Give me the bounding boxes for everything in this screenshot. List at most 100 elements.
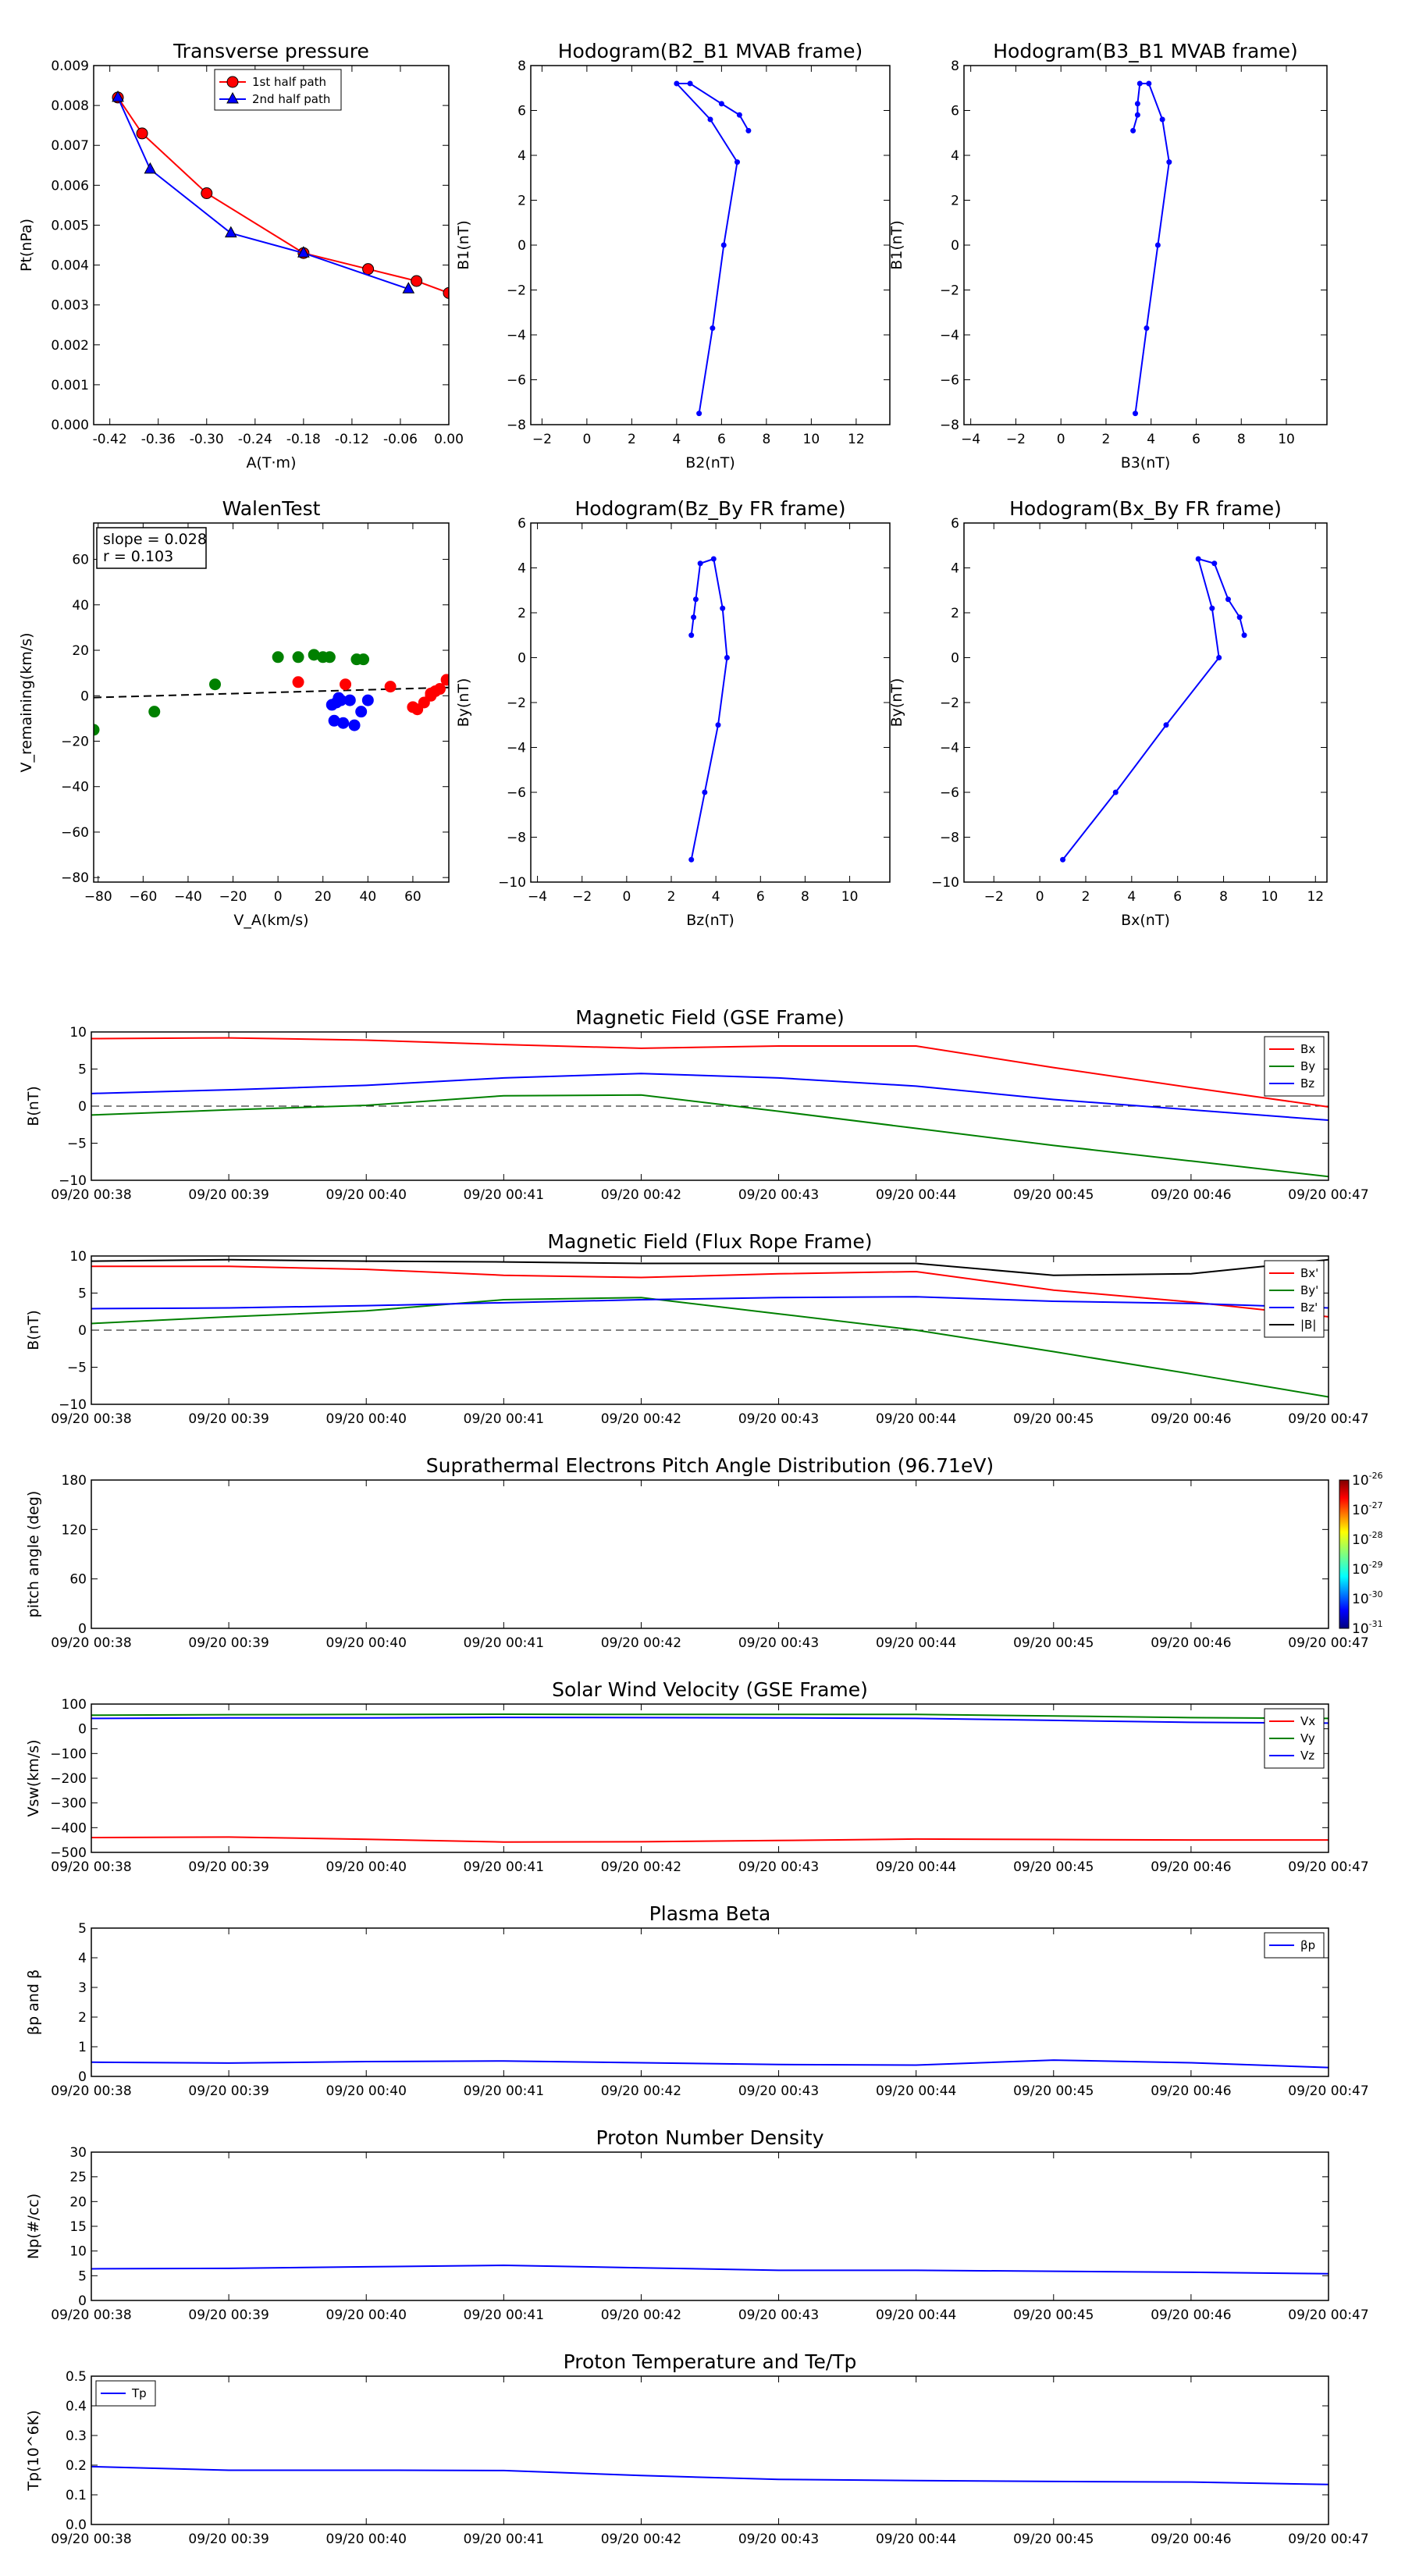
y-tick-label: 6 (518, 516, 526, 532)
time-tick-label: 09/20 00:47 (1288, 1859, 1368, 1875)
time-tick-label: 09/20 00:40 (326, 2083, 407, 2099)
time-tick-label: 09/20 00:39 (188, 1635, 269, 1651)
data-point (724, 655, 730, 660)
x-tick-label: 10 (1261, 889, 1279, 905)
time-tick-label: 09/20 00:42 (601, 2532, 681, 2547)
x-tick-label: 2 (1082, 889, 1090, 905)
axes-frame (530, 65, 891, 425)
colorbar-base: 10 (1352, 1532, 1369, 1548)
y-tick-label: 0 (951, 651, 959, 667)
time-tick-label: 09/20 00:47 (1288, 1635, 1368, 1651)
data-point (136, 127, 148, 140)
y-tick-label: −4 (507, 741, 526, 756)
y-tick-label: 0 (78, 2293, 87, 2309)
y-tick-label: −400 (50, 1820, 87, 1836)
time-tick-label: 09/20 00:44 (876, 1859, 956, 1875)
colorbar-label: 10-27 (1352, 1500, 1383, 1518)
time-tick-label: 09/20 00:44 (876, 2532, 956, 2547)
data-point (1130, 127, 1136, 133)
legend-marker (226, 76, 239, 88)
time-tick-label: 09/20 00:41 (464, 1187, 544, 1203)
chart-title: Proton Temperature and Te/Tp (564, 2350, 857, 2373)
plot-area (91, 1713, 1329, 1843)
x-axis-label: Bz(nT) (686, 912, 734, 929)
data-point (1216, 655, 1222, 660)
x-tick-label: −4 (528, 889, 547, 905)
y-tick-label: −6 (507, 373, 526, 389)
x-tick-label: 2 (1102, 432, 1111, 447)
data-point (688, 856, 695, 863)
axes-frame (963, 522, 1328, 883)
time-tick-label: 09/20 00:46 (1151, 1187, 1231, 1203)
series-line (91, 1297, 1329, 1398)
series-line (91, 1094, 1329, 1178)
x-axis-label: Bx(nT) (1121, 912, 1170, 929)
data-point (144, 162, 157, 174)
colorbar-exponent: -29 (1369, 1560, 1383, 1570)
y-axis-label: V_remaining(km/s) (18, 632, 35, 772)
data-point (440, 674, 449, 686)
y-tick-label: 0.003 (51, 298, 89, 314)
colorbar-exponent: -26 (1369, 1471, 1383, 1481)
plot-area (91, 2265, 1329, 2275)
series-line (1062, 557, 1246, 860)
time-tick-label: 09/20 00:44 (876, 1635, 956, 1651)
x-tick-label: -0.36 (141, 432, 176, 447)
colorbar-exponent: -27 (1369, 1500, 1383, 1510)
legend-label: Bz' (1300, 1300, 1318, 1315)
y-tick-label: 0.000 (51, 418, 89, 433)
series-line (91, 1265, 1329, 1318)
x-tick-label: -0.24 (238, 432, 272, 447)
x-tick-label: 6 (1192, 432, 1200, 447)
time-tick-label: 09/20 00:44 (876, 1411, 956, 1427)
time-tick-label: 09/20 00:38 (51, 1635, 131, 1651)
x-tick-label: 0 (622, 889, 631, 905)
time-tick-label: 09/20 00:38 (51, 1187, 131, 1203)
y-tick-label: −300 (50, 1796, 87, 1812)
legend-marker (226, 91, 239, 104)
time-tick-label: 09/20 00:42 (601, 1411, 681, 1427)
data-point (348, 719, 361, 731)
legend-label: |B| (1300, 1318, 1316, 1332)
axes-frame (91, 1255, 1329, 1405)
data-point (201, 187, 213, 200)
y-tick-label: 6 (951, 516, 959, 532)
y-tick-label: −200 (50, 1771, 87, 1787)
chart-title: WalenTest (222, 497, 321, 520)
y-tick-label: 0.3 (66, 2428, 87, 2444)
data-point (94, 724, 100, 736)
time-tick-label: 09/20 00:44 (876, 1187, 956, 1203)
legend-label: 2nd half path (252, 92, 330, 106)
plot-area (688, 556, 730, 863)
y-tick-label: 2 (951, 194, 959, 209)
chart-title: Suprathermal Electrons Pitch Angle Distr… (426, 1454, 994, 1477)
x-tick-label: 8 (1237, 432, 1246, 447)
y-tick-label: 1 (78, 2040, 87, 2055)
mag-fr-panel: Magnetic Field (Flux Rope Frame) −10 −5 0 5 1… (25, 1230, 1369, 1427)
y-tick-label: −500 (50, 1845, 87, 1861)
series-line (690, 557, 728, 860)
y-tick-label: −2 (507, 283, 526, 299)
time-tick-label: 09/20 00:46 (1151, 1411, 1231, 1427)
time-tick-label: 09/20 00:38 (51, 1411, 131, 1427)
colorbar-base: 10 (1352, 1503, 1369, 1518)
y-tick-label: −10 (59, 1397, 87, 1413)
y-tick-label: −20 (61, 734, 89, 749)
x-axis-label: A(T·m) (247, 454, 297, 471)
x-axis-label: B3(nT) (1121, 454, 1171, 471)
axes-frame (91, 2375, 1329, 2525)
data-point (688, 632, 695, 639)
plot-area (91, 1037, 1329, 1178)
time-tick-label: 09/20 00:40 (326, 2532, 407, 2547)
legend-label: Vx (1300, 1714, 1315, 1728)
data-point (1163, 722, 1169, 728)
time-tick-label: 09/20 00:44 (876, 2083, 956, 2099)
y-tick-label: 4 (518, 148, 526, 164)
y-tick-label: −2 (507, 696, 526, 711)
data-point (1154, 242, 1161, 248)
x-tick-label: -0.30 (190, 432, 224, 447)
y-tick-label: 4 (518, 561, 526, 577)
proton-temp-panel: Proton Temperature and Te/Tp 0.0 0.1 0.2 0.3… (25, 2350, 1369, 2547)
x-tick-label: −2 (532, 432, 552, 447)
y-axis-label: By(nT) (455, 678, 472, 728)
